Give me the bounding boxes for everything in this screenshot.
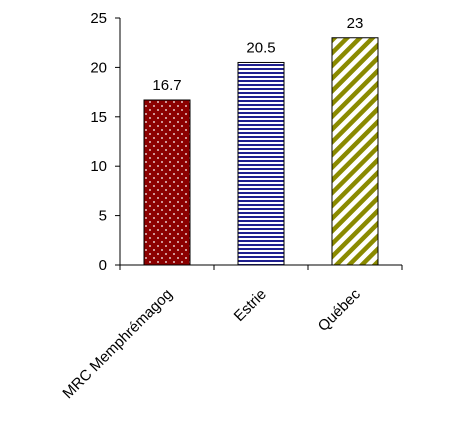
bar — [143, 99, 191, 266]
data-label: 16.7 — [152, 77, 181, 94]
x-tick-label: MRC Memphrémagog — [59, 286, 175, 402]
labels: 0 5 10 15 20 25 16.7 MRC Memphrémagog 20.5 Estrie… — [59, 10, 364, 402]
y-tick-label: 20 — [90, 59, 107, 76]
y-tick-label: 15 — [90, 109, 107, 126]
y-tick-label: 5 — [99, 208, 107, 225]
y-tick-label: 0 — [99, 257, 107, 274]
data-label: 20.5 — [246, 39, 275, 56]
bar — [237, 61, 285, 266]
y-tick-label: 25 — [90, 10, 107, 27]
bar — [331, 37, 379, 266]
data-label: 23 — [347, 15, 364, 32]
x-tick-label: Estrie — [231, 286, 270, 325]
x-tick-label: Québec — [315, 285, 365, 335]
y-tick-label: 10 — [90, 158, 107, 175]
bars — [143, 37, 379, 266]
